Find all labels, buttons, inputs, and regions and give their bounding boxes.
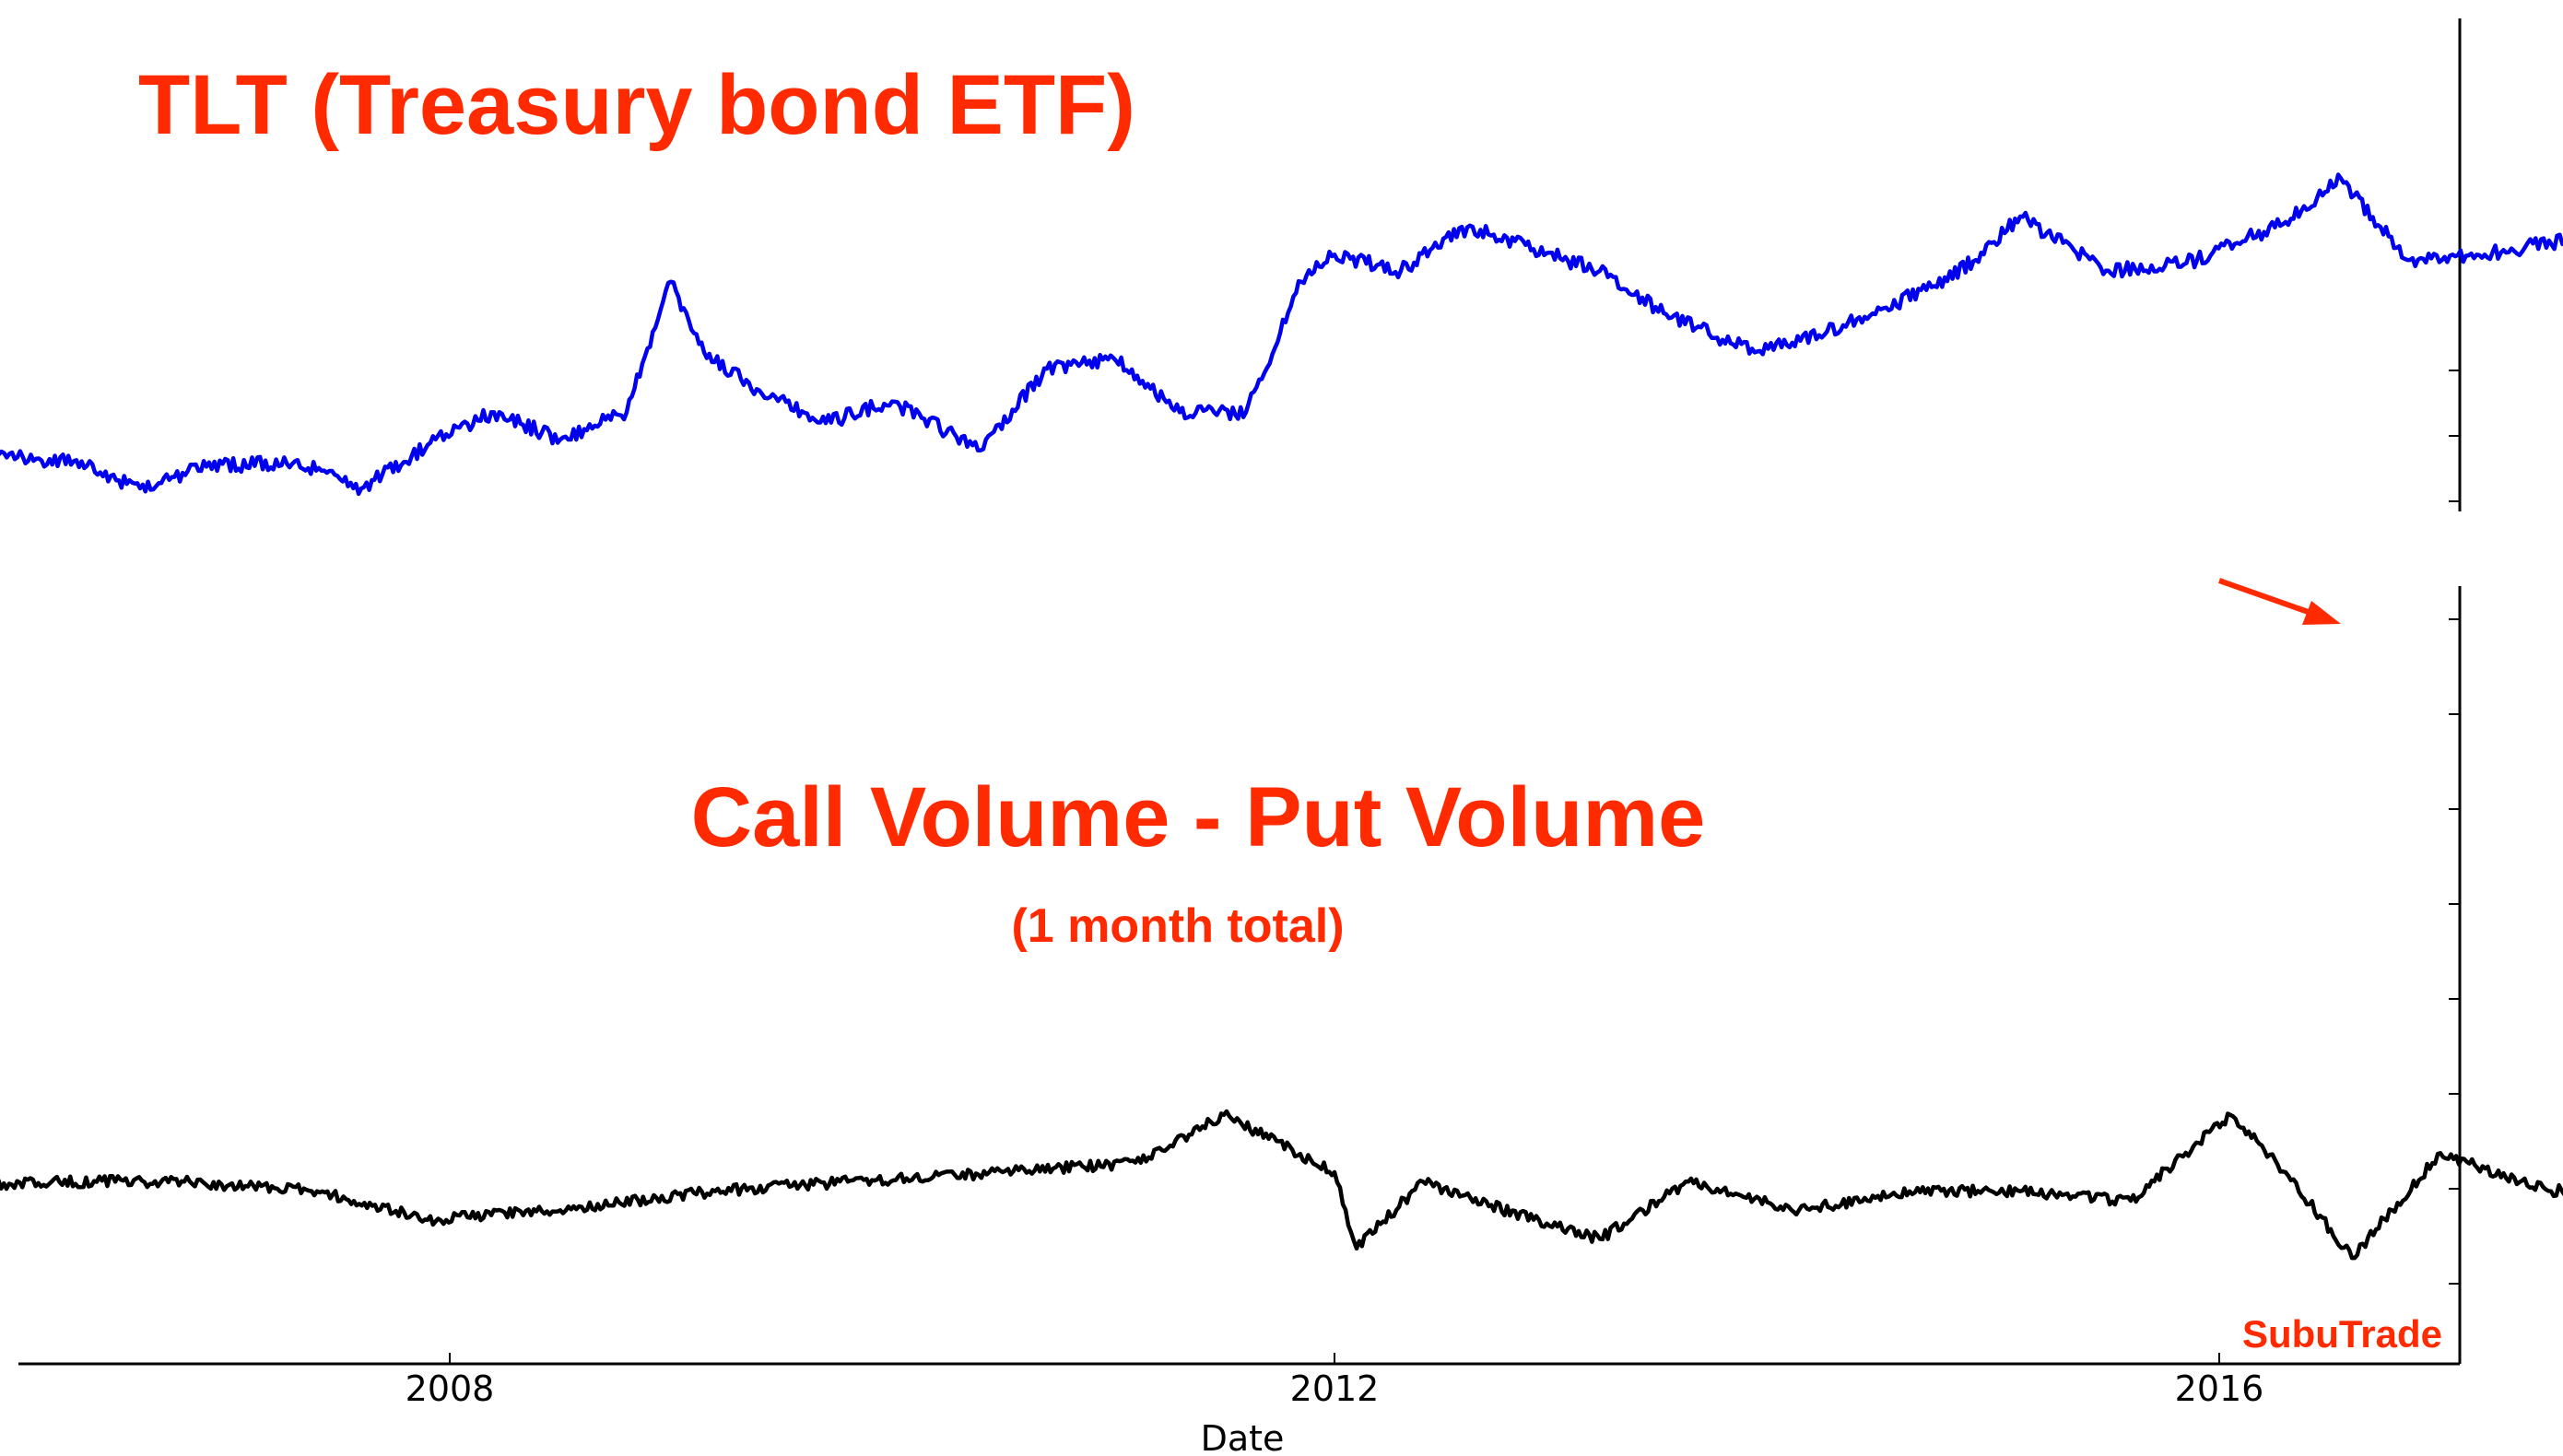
volume-panel-subtitle: (1 month total) — [1011, 899, 1344, 953]
x-tick-label: 2016 — [2175, 1368, 2264, 1409]
tlt-panel-title: TLT (Treasury bond ETF) — [138, 58, 1135, 152]
tlt-panel: TLT (Treasury bond ETF) — [0, 18, 2563, 511]
volume-panel: Call Volume - Put Volume (1 month total)… — [0, 578, 2563, 1366]
x-axis-ticks: 20082012201620202024 — [406, 1353, 2264, 1409]
highlight-arrow-icon — [2218, 578, 2341, 625]
volume-y-ticks — [2449, 618, 2460, 1285]
tlt-price-line — [0, 172, 2563, 497]
volume-panel-title: Call Volume - Put Volume — [691, 770, 1706, 864]
call-put-volume-line — [0, 1109, 2563, 1261]
x-tick-label: 2008 — [406, 1368, 495, 1409]
x-axis-label: Date — [1201, 1418, 1285, 1456]
x-tick-label: 2012 — [1290, 1368, 1380, 1409]
watermark: SubuTrade — [2242, 1312, 2442, 1356]
